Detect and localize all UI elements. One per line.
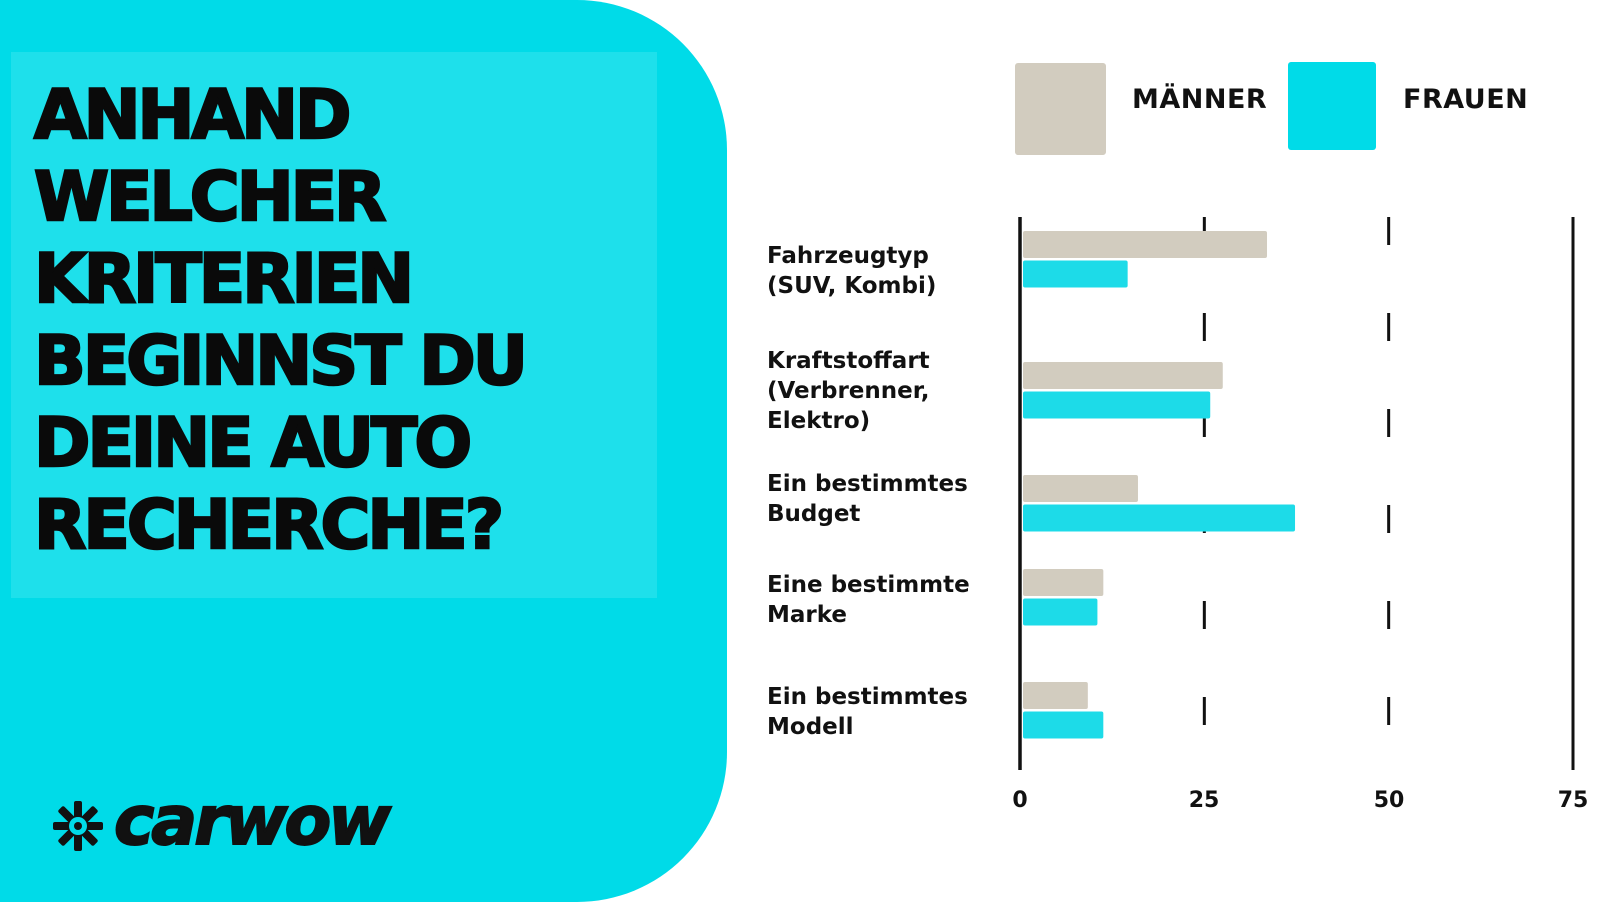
legend-swatch-maenner <box>1015 63 1106 155</box>
carwow-logo-icon <box>53 801 103 851</box>
bar-maenner-fahrzeugtyp <box>1023 231 1268 258</box>
bar-maenner-modell <box>1023 682 1088 709</box>
x-tick-label-75: 75 <box>1557 788 1589 813</box>
category-label-fahrzeugtyp: Fahrzeugtyp (SUV, Kombi) <box>767 243 937 299</box>
bar-frauen-budget <box>1023 504 1296 532</box>
category-label-marke: Eine bestimmte Marke <box>767 572 970 628</box>
page-title-line-4: BEGINNST DU <box>33 322 529 401</box>
title-box <box>11 52 657 598</box>
category-label-modell: Ein bestimmtes Modell <box>767 684 968 740</box>
legend-swatch-frauen <box>1288 62 1376 150</box>
bar-frauen-fahrzeugtyp <box>1023 260 1128 288</box>
page-title-line-2: WELCHER <box>33 158 388 237</box>
legend-label-maenner: MÄNNER <box>1132 84 1268 115</box>
x-tick-label-25: 25 <box>1188 788 1220 813</box>
carwow-logo-text: carwow <box>113 782 392 861</box>
category-label-budget: Ein bestimmtes Budget <box>767 471 968 527</box>
page-title-line-5: DEINE AUTO <box>33 404 474 483</box>
bar-frauen-marke <box>1023 598 1098 626</box>
bar-maenner-marke <box>1023 569 1104 596</box>
bar-frauen-modell <box>1023 711 1104 739</box>
page-title-line-6: RECHERCHE? <box>33 486 506 565</box>
x-tick-label-0: 0 <box>1012 788 1028 813</box>
bar-maenner-kraftstoffart <box>1023 362 1223 389</box>
bar-frauen-kraftstoffart <box>1023 391 1211 419</box>
page-title-line-1: ANHAND <box>33 76 353 155</box>
category-label-kraftstoffart: Kraftstoffart (Verbrenner, Elektro) <box>767 348 930 434</box>
bar-maenner-budget <box>1023 475 1138 502</box>
x-tick-label-50: 50 <box>1373 788 1405 813</box>
legend-label-frauen: FRAUEN <box>1403 84 1529 115</box>
page-title-line-3: KRITERIEN <box>33 240 416 319</box>
